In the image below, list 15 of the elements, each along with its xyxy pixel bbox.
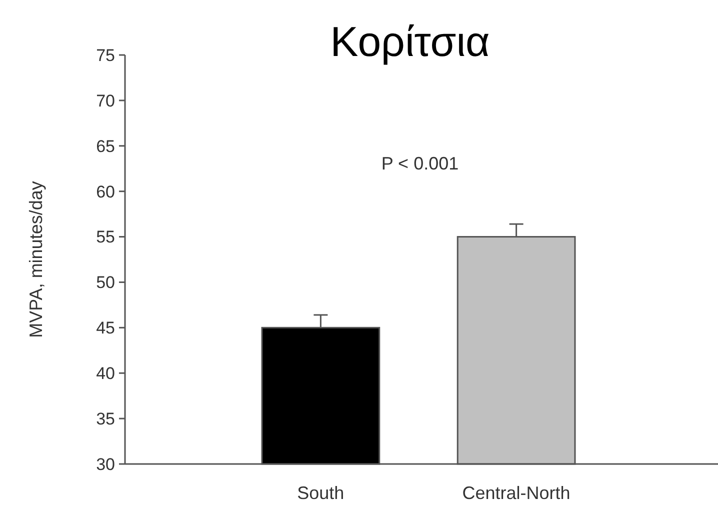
y-axis-title: MVPA, minutes/day: [26, 181, 46, 338]
y-tick-label: 40: [96, 364, 115, 384]
x-tick-label: South: [297, 483, 344, 503]
chart-title: Κορίτσια: [330, 18, 490, 65]
y-tick-label: 45: [96, 318, 115, 338]
annotation: P < 0.001: [381, 153, 459, 174]
y-tick-label: 55: [96, 228, 115, 247]
x-tick-label: Central-North: [462, 483, 570, 503]
y-tick-label: 50: [96, 273, 115, 292]
y-tick-label: 70: [96, 91, 115, 110]
y-tick-label: 35: [96, 410, 115, 429]
y-tick-label: 75: [96, 46, 115, 65]
y-tick-label: 30: [96, 454, 115, 474]
y-tick-label: 60: [96, 182, 115, 202]
y-tick-label: 65: [96, 136, 115, 156]
